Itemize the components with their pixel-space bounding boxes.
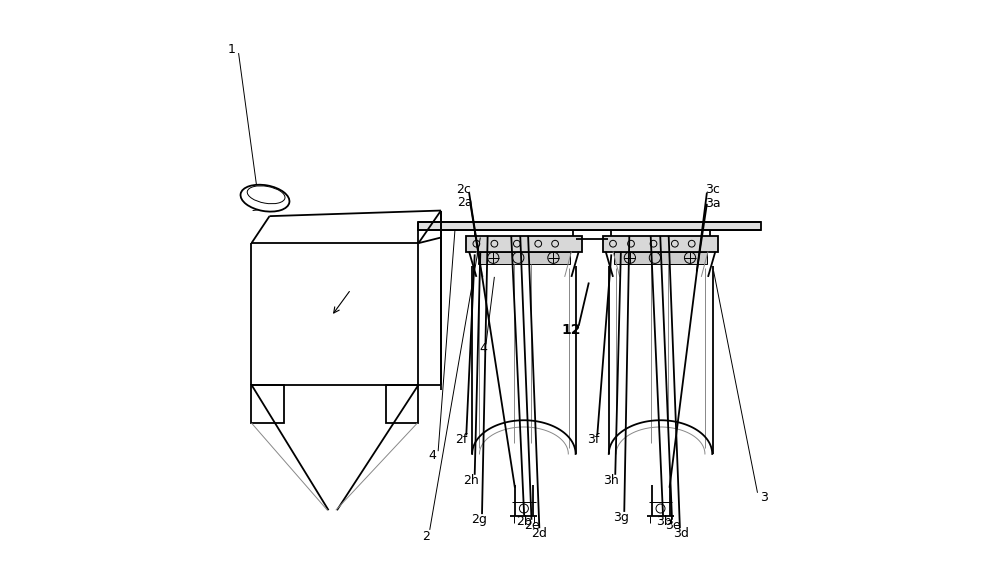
Text: 2a: 2a <box>457 196 472 209</box>
Text: 3g: 3g <box>613 511 629 524</box>
Text: 2d: 2d <box>531 527 547 540</box>
Text: 12: 12 <box>561 323 581 337</box>
Text: 4: 4 <box>429 449 436 462</box>
Text: 2: 2 <box>422 530 430 543</box>
Bar <box>603 236 718 251</box>
Text: 2b: 2b <box>516 515 532 528</box>
Bar <box>478 251 570 264</box>
Text: 2e: 2e <box>524 519 539 532</box>
Bar <box>418 223 761 230</box>
Bar <box>386 385 418 423</box>
Text: 3e: 3e <box>665 519 681 532</box>
Ellipse shape <box>247 186 285 204</box>
Text: 4: 4 <box>479 342 487 355</box>
Text: 3b: 3b <box>656 515 672 528</box>
Text: 3a: 3a <box>705 197 720 210</box>
Text: 1: 1 <box>227 43 235 56</box>
Text: 2f: 2f <box>456 433 468 446</box>
Text: 3h: 3h <box>603 474 619 487</box>
Ellipse shape <box>241 185 289 212</box>
Text: 2g: 2g <box>471 513 487 526</box>
Text: 2c: 2c <box>456 183 471 196</box>
Text: 3: 3 <box>760 491 768 504</box>
Text: 3f: 3f <box>587 433 600 446</box>
Bar <box>466 236 582 251</box>
Text: 2h: 2h <box>463 474 479 487</box>
Text: 3c: 3c <box>705 183 720 196</box>
Text: 3d: 3d <box>673 527 689 540</box>
Bar <box>251 385 284 423</box>
Bar <box>614 251 707 264</box>
